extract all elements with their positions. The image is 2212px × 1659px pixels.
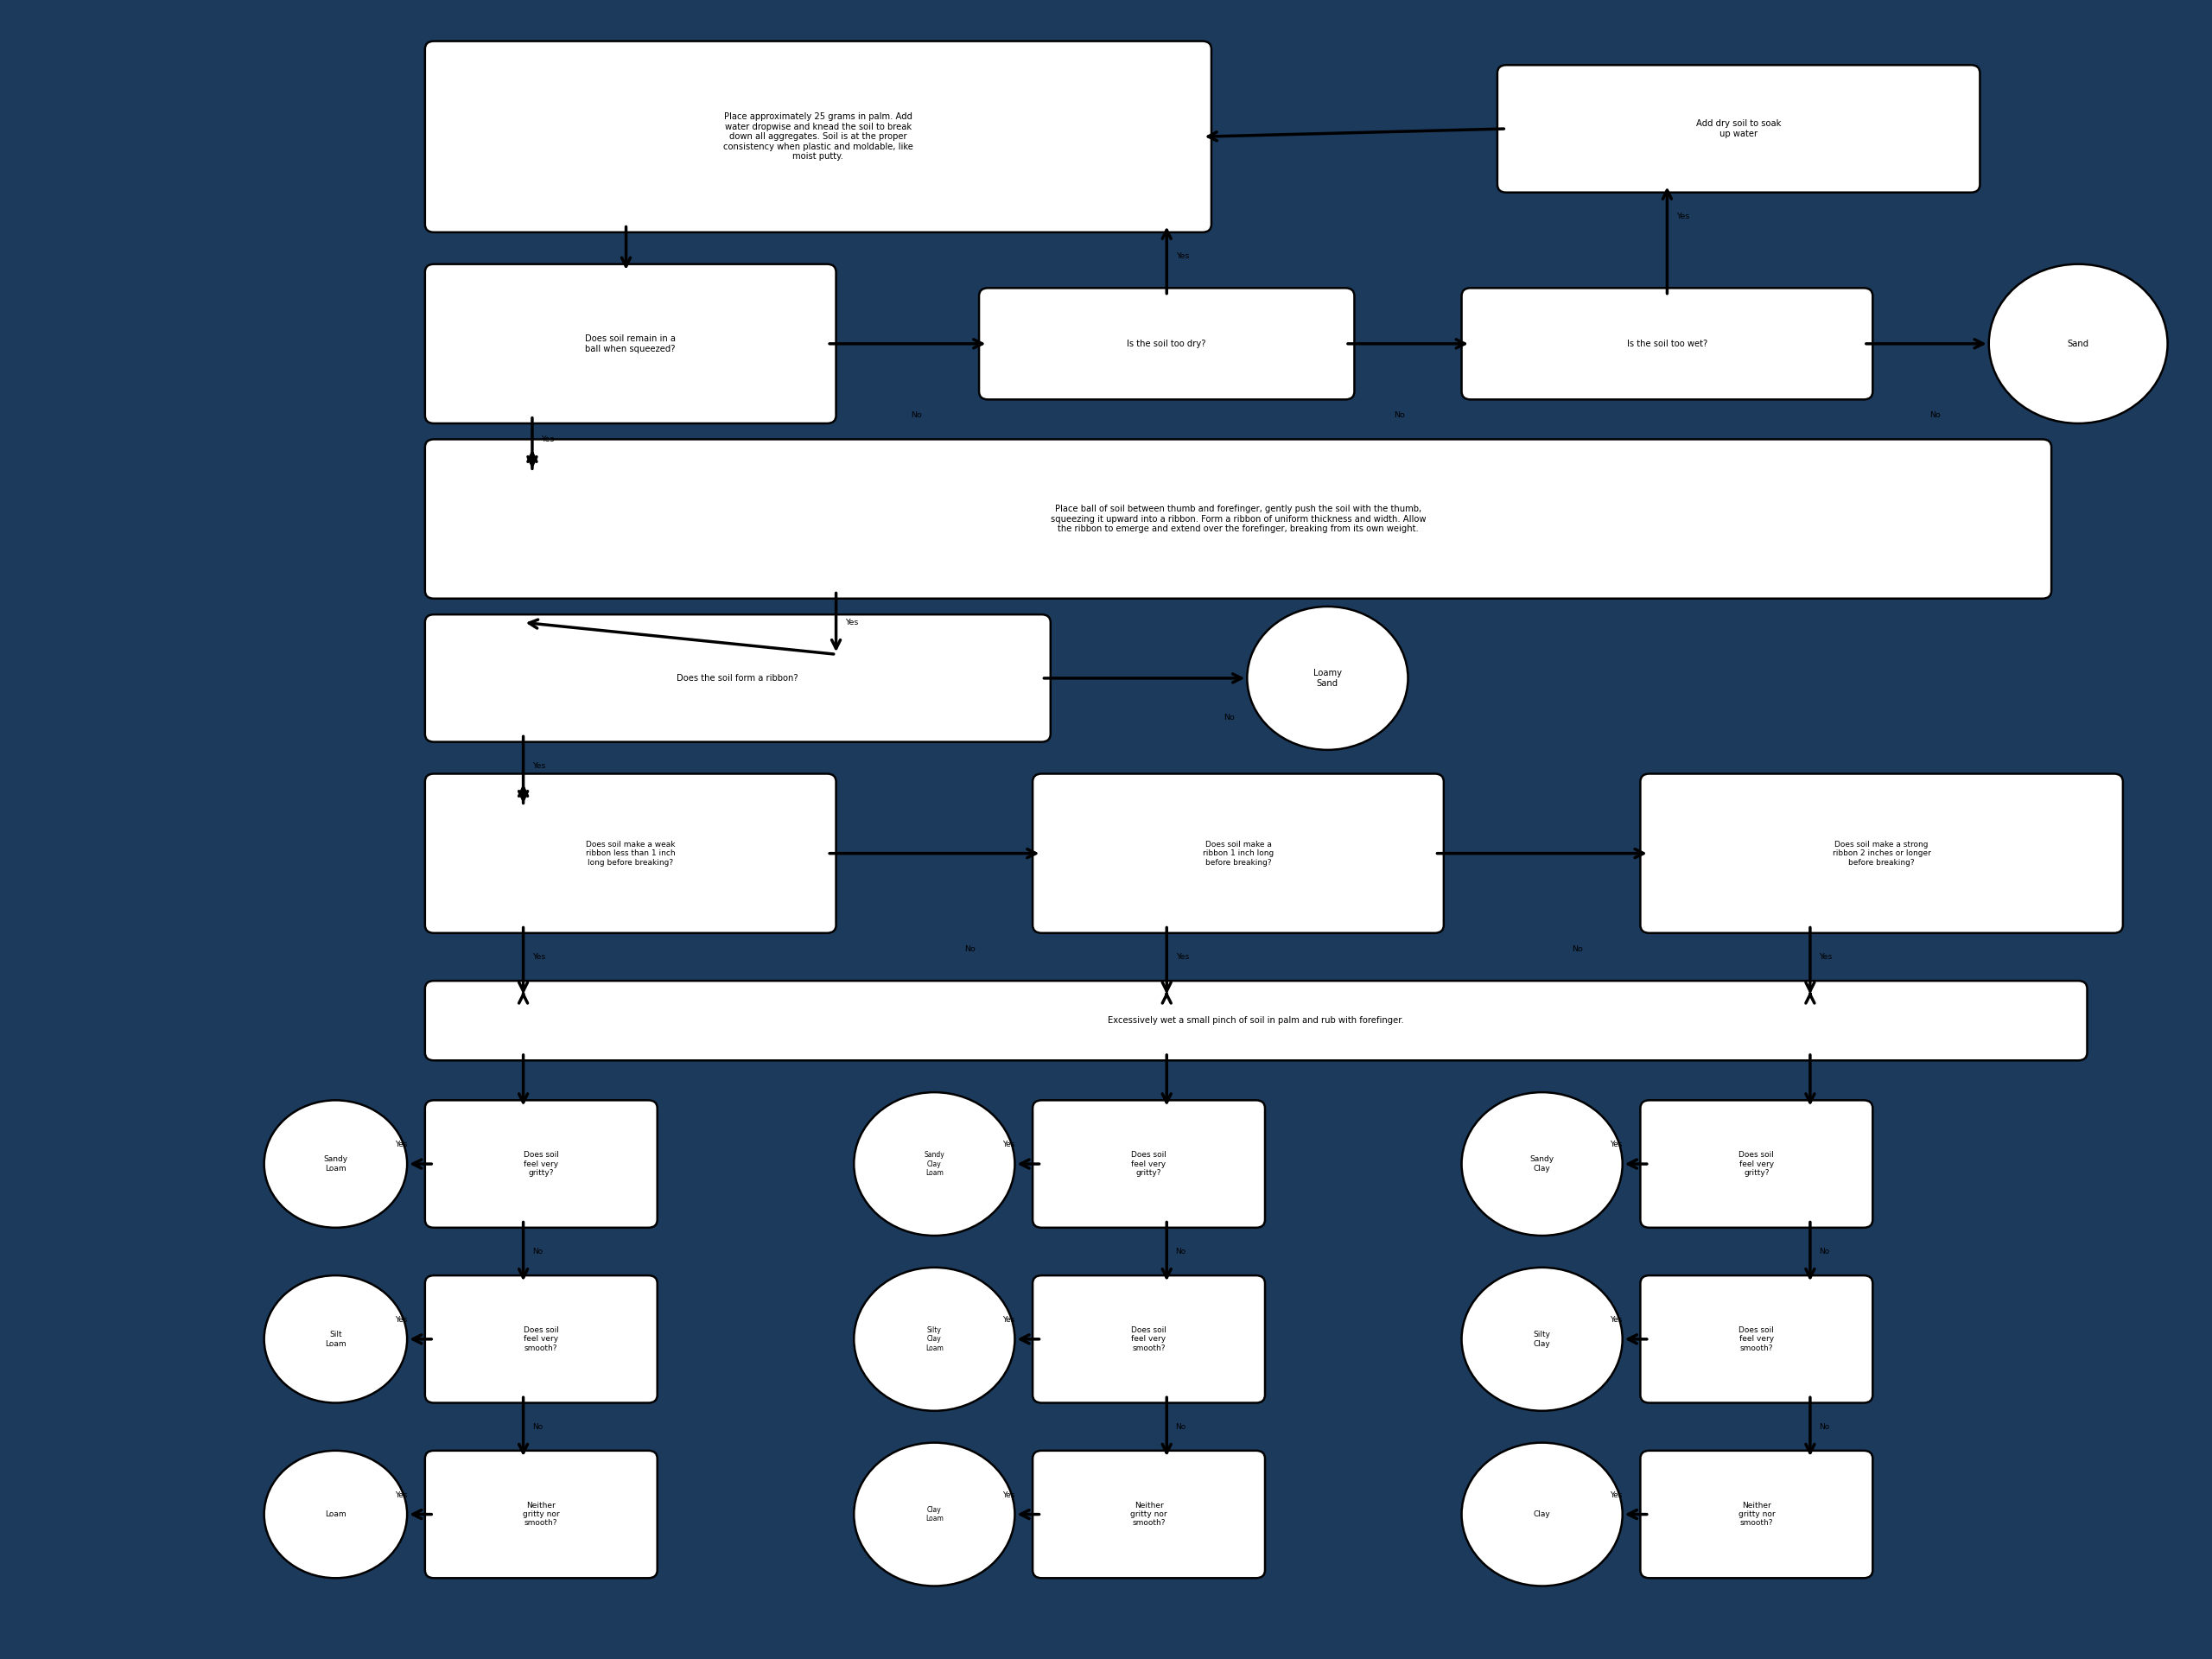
Text: Clay
Loam: Clay Loam (925, 1506, 942, 1523)
FancyBboxPatch shape (425, 1276, 657, 1404)
Circle shape (1989, 264, 2168, 423)
Text: Excessively wet a small pinch of soil in palm and rub with forefinger.: Excessively wet a small pinch of soil in… (1108, 1017, 1405, 1025)
Text: Does soil
feel very
smooth?: Does soil feel very smooth? (1130, 1326, 1166, 1352)
Text: Place ball of soil between thumb and forefinger, gently push the soil with the t: Place ball of soil between thumb and for… (1051, 504, 1427, 533)
Text: No: No (1929, 411, 1940, 420)
FancyBboxPatch shape (1498, 65, 1980, 192)
Circle shape (1462, 1267, 1621, 1410)
FancyBboxPatch shape (1033, 1450, 1265, 1578)
Text: Yes: Yes (533, 952, 546, 961)
Text: No: No (1573, 946, 1584, 952)
Text: Sandy
Clay: Sandy Clay (1531, 1156, 1555, 1173)
Text: Silty
Clay: Silty Clay (1533, 1331, 1551, 1347)
FancyBboxPatch shape (980, 289, 1354, 400)
FancyBboxPatch shape (1641, 1100, 1874, 1228)
Text: Yes: Yes (1002, 1316, 1015, 1324)
FancyBboxPatch shape (425, 440, 2051, 599)
Text: No: No (533, 1423, 542, 1430)
Text: Yes: Yes (542, 435, 555, 443)
Circle shape (263, 1100, 407, 1228)
Text: Loam: Loam (325, 1510, 347, 1518)
Text: Sandy
Loam: Sandy Loam (323, 1156, 347, 1173)
Text: Does soil
feel very
gritty?: Does soil feel very gritty? (1739, 1151, 1774, 1176)
Text: No: No (1175, 1248, 1186, 1256)
FancyBboxPatch shape (1462, 289, 1874, 400)
Text: Is the soil too dry?: Is the soil too dry? (1128, 340, 1206, 348)
FancyBboxPatch shape (425, 41, 1212, 232)
Text: Does soil make a weak
ribbon less than 1 inch
long before breaking?: Does soil make a weak ribbon less than 1… (586, 841, 675, 866)
Text: No: No (533, 1248, 542, 1256)
Text: Yes: Yes (394, 1491, 407, 1500)
Text: Does the soil form a ribbon?: Does the soil form a ribbon? (677, 674, 799, 682)
Text: No: No (964, 946, 975, 952)
Circle shape (854, 1267, 1015, 1410)
Text: Does soil remain in a
ball when squeezed?: Does soil remain in a ball when squeezed… (586, 335, 677, 353)
FancyBboxPatch shape (1641, 773, 2124, 932)
Text: Does soil
feel very
gritty?: Does soil feel very gritty? (1130, 1151, 1166, 1176)
Text: Yes: Yes (394, 1141, 407, 1148)
Text: Add dry soil to soak
up water: Add dry soil to soak up water (1697, 119, 1781, 138)
Text: Silty
Clay
Loam: Silty Clay Loam (925, 1326, 942, 1352)
Text: No: No (1223, 713, 1234, 722)
Text: No: No (1818, 1248, 1829, 1256)
Circle shape (854, 1092, 1015, 1236)
Text: Yes: Yes (533, 761, 546, 770)
Text: Is the soil too wet?: Is the soil too wet? (1626, 340, 1708, 348)
FancyBboxPatch shape (1033, 773, 1444, 932)
Circle shape (1462, 1092, 1621, 1236)
Text: Clay: Clay (1533, 1510, 1551, 1518)
Text: Sand: Sand (2068, 340, 2088, 348)
Text: No: No (1818, 1423, 1829, 1430)
Text: Yes: Yes (1002, 1491, 1015, 1500)
FancyBboxPatch shape (1641, 1450, 1874, 1578)
Text: Sandy
Clay
Loam: Sandy Clay Loam (925, 1151, 945, 1176)
FancyBboxPatch shape (425, 1450, 657, 1578)
Circle shape (1248, 607, 1409, 750)
FancyBboxPatch shape (425, 773, 836, 932)
Text: Place approximately 25 grams in palm. Add
water dropwise and knead the soil to b: Place approximately 25 grams in palm. Ad… (723, 113, 914, 161)
Text: Yes: Yes (1677, 212, 1690, 221)
FancyBboxPatch shape (425, 264, 836, 423)
Circle shape (263, 1450, 407, 1578)
Text: Does soil make a
ribbon 1 inch long
before breaking?: Does soil make a ribbon 1 inch long befo… (1203, 841, 1274, 866)
Text: Does soil
feel very
gritty?: Does soil feel very gritty? (524, 1151, 560, 1176)
Text: Neither
gritty nor
smooth?: Neither gritty nor smooth? (522, 1501, 560, 1528)
FancyBboxPatch shape (1641, 1276, 1874, 1404)
Text: No: No (1394, 411, 1405, 420)
Text: Neither
gritty nor
smooth?: Neither gritty nor smooth? (1130, 1501, 1168, 1528)
Text: No: No (911, 411, 922, 420)
Circle shape (1462, 1443, 1621, 1586)
Text: Yes: Yes (1002, 1141, 1015, 1148)
FancyBboxPatch shape (425, 980, 2088, 1060)
Circle shape (263, 1276, 407, 1404)
FancyBboxPatch shape (1033, 1100, 1265, 1228)
Text: Yes: Yes (1610, 1141, 1621, 1148)
FancyBboxPatch shape (425, 614, 1051, 742)
Text: Yes: Yes (394, 1316, 407, 1324)
FancyBboxPatch shape (425, 1100, 657, 1228)
Text: Yes: Yes (1175, 952, 1188, 961)
Text: Yes: Yes (1610, 1316, 1621, 1324)
Text: Does soil
feel very
smooth?: Does soil feel very smooth? (1739, 1326, 1774, 1352)
Text: Yes: Yes (1610, 1491, 1621, 1500)
Text: Yes: Yes (1818, 952, 1832, 961)
Text: Neither
gritty nor
smooth?: Neither gritty nor smooth? (1739, 1501, 1774, 1528)
Text: Yes: Yes (845, 619, 858, 627)
Text: No: No (1175, 1423, 1186, 1430)
Text: Silt
Loam: Silt Loam (325, 1331, 347, 1347)
Text: Does soil
feel very
smooth?: Does soil feel very smooth? (524, 1326, 560, 1352)
FancyBboxPatch shape (1033, 1276, 1265, 1404)
Text: Does soil make a strong
ribbon 2 inches or longer
before breaking?: Does soil make a strong ribbon 2 inches … (1832, 841, 1931, 866)
Text: Loamy
Sand: Loamy Sand (1314, 669, 1343, 687)
Circle shape (854, 1443, 1015, 1586)
Text: Soil Texture
Flowchart: Soil Texture Flowchart (0, 612, 440, 757)
Text: Yes: Yes (1175, 252, 1188, 260)
